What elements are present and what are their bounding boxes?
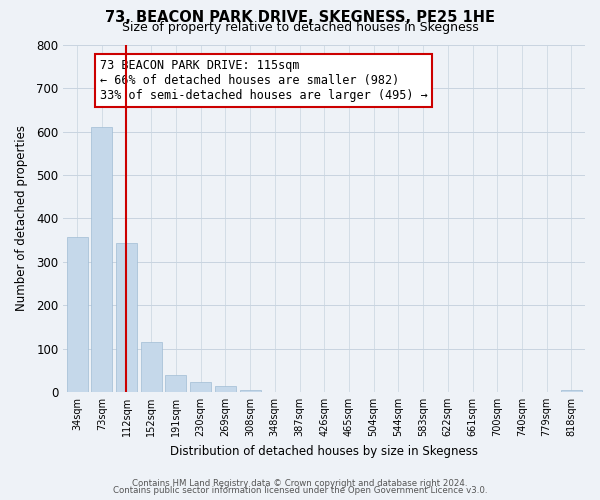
Bar bbox=[91, 127, 112, 392]
Bar bbox=[561, 390, 582, 392]
Text: Contains HM Land Registry data © Crown copyright and database right 2024.: Contains HM Land Registry data © Crown c… bbox=[132, 478, 468, 488]
Bar bbox=[67, 236, 88, 392]
X-axis label: Distribution of detached houses by size in Skegness: Distribution of detached houses by size … bbox=[170, 444, 478, 458]
Text: Size of property relative to detached houses in Skegness: Size of property relative to detached ho… bbox=[122, 21, 478, 34]
Text: 73, BEACON PARK DRIVE, SKEGNESS, PE25 1HE: 73, BEACON PARK DRIVE, SKEGNESS, PE25 1H… bbox=[105, 10, 495, 25]
Bar bbox=[215, 386, 236, 392]
Bar bbox=[190, 382, 211, 392]
Bar bbox=[166, 374, 187, 392]
Text: Contains public sector information licensed under the Open Government Licence v3: Contains public sector information licen… bbox=[113, 486, 487, 495]
Text: 73 BEACON PARK DRIVE: 115sqm
← 66% of detached houses are smaller (982)
33% of s: 73 BEACON PARK DRIVE: 115sqm ← 66% of de… bbox=[100, 59, 428, 102]
Y-axis label: Number of detached properties: Number of detached properties bbox=[15, 126, 28, 312]
Bar bbox=[116, 243, 137, 392]
Bar bbox=[140, 342, 161, 392]
Bar bbox=[239, 390, 260, 392]
